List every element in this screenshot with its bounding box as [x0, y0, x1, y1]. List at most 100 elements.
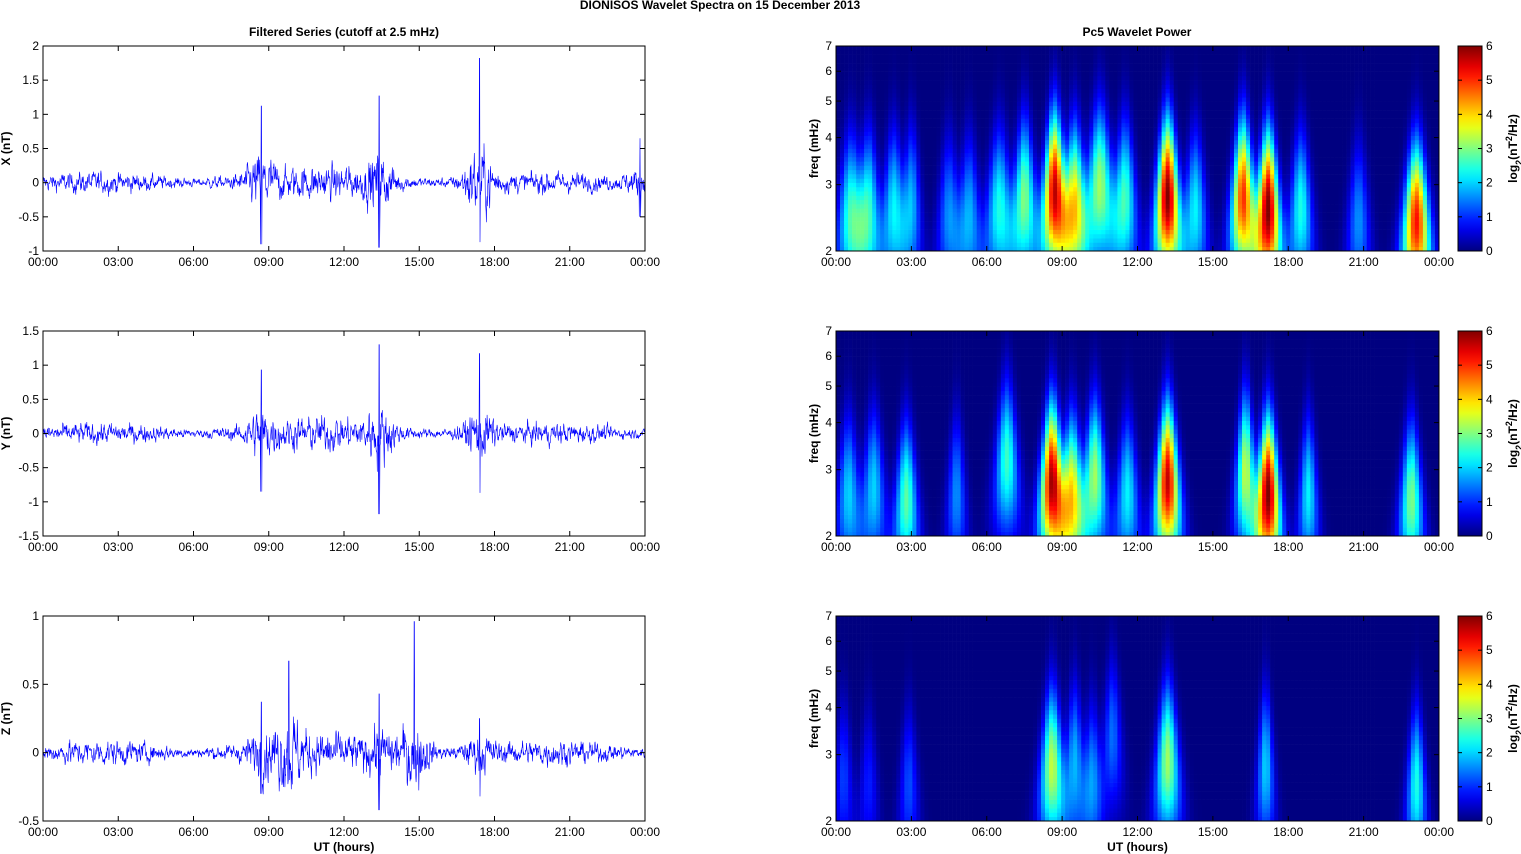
heatmap-cell: [1246, 123, 1250, 128]
heatmap-cell: [1391, 144, 1395, 149]
heatmap-cell: [900, 213, 904, 218]
heatmap-cell: [1089, 191, 1093, 196]
heatmap-cell: [1186, 213, 1190, 218]
heatmap-cell: [1427, 170, 1431, 175]
heatmap-cell: [1379, 123, 1383, 128]
heatmap-cell: [1017, 208, 1021, 213]
heatmap-cell: [1061, 174, 1065, 179]
heatmap-cell: [904, 195, 908, 200]
heatmap-cell: [1162, 238, 1166, 243]
heatmap-cell: [945, 221, 949, 226]
heatmap-cell: [1158, 123, 1162, 128]
heatmap-cell: [1093, 140, 1097, 145]
heatmap-cell: [896, 204, 900, 209]
heatmap-cell: [1121, 174, 1125, 179]
heatmap-cell: [1041, 242, 1045, 247]
heatmap-cell: [1198, 183, 1202, 188]
heatmap-cell: [1105, 225, 1109, 230]
heatmap-cell: [961, 131, 965, 136]
heatmap-cell: [1021, 119, 1025, 124]
heatmap-cell: [1089, 140, 1093, 145]
heatmap-cell: [1198, 136, 1202, 141]
heatmap-cell: [1202, 213, 1206, 218]
heatmap-cell: [993, 183, 997, 188]
heatmap-cell: [1029, 157, 1033, 162]
heatmap-cell: [872, 234, 876, 239]
heatmap-cell: [981, 178, 985, 183]
heatmap-cell: [1138, 225, 1142, 230]
heatmap-cell: [1133, 221, 1137, 226]
heatmap-cell: [961, 187, 965, 192]
heatmap-cell: [989, 114, 993, 119]
heatmap-cell: [1242, 174, 1246, 179]
heatmap-cell: [844, 131, 848, 136]
heatmap-cell: [1105, 157, 1109, 162]
heatmap-cell: [953, 144, 957, 149]
heatmap-cell: [916, 225, 920, 230]
heatmap-cell: [1178, 204, 1182, 209]
heatmap-cell: [1322, 140, 1326, 145]
heatmap-cell: [1150, 183, 1154, 188]
heatmap-cell: [1178, 178, 1182, 183]
heatmap-cell: [1339, 119, 1343, 124]
heatmap-cell: [941, 242, 945, 247]
heatmap-cell: [1049, 136, 1053, 141]
heatmap-cell: [1065, 183, 1069, 188]
heatmap-cell: [1045, 221, 1049, 226]
heatmap-cell: [880, 166, 884, 171]
heatmap-cell: [1041, 234, 1045, 239]
heatmap-cell: [1310, 144, 1314, 149]
heatmap-cell: [840, 191, 844, 196]
heatmap-cell: [1246, 170, 1250, 175]
heatmap-cell: [932, 149, 936, 154]
heatmap-cell: [1001, 225, 1005, 230]
heatmap-cell: [1146, 242, 1150, 247]
heatmap-cell: [1218, 136, 1222, 141]
heatmap-cell: [856, 230, 860, 235]
heatmap-cell: [1383, 123, 1387, 128]
heatmap-cell: [1214, 149, 1218, 154]
heatmap-cell: [1290, 131, 1294, 136]
heatmap-cell: [985, 174, 989, 179]
heatmap-cell: [1093, 238, 1097, 243]
heatmap-cell: [1109, 114, 1113, 119]
heatmap-cell: [1214, 127, 1218, 132]
heatmap-cell: [1274, 161, 1278, 166]
x-tick-label: 21:00: [555, 255, 585, 269]
heatmap-cell: [1101, 140, 1105, 145]
heatmap-cell: [941, 195, 945, 200]
heatmap-cell: [1138, 149, 1142, 154]
heatmap-cell: [1125, 127, 1129, 132]
heatmap-cell: [1387, 140, 1391, 145]
heatmap-cell: [1162, 225, 1166, 230]
heatmap-cell: [888, 140, 892, 145]
heatmap-cell: [1166, 191, 1170, 196]
heatmap-cell: [1355, 191, 1359, 196]
heatmap-cell: [1427, 183, 1431, 188]
heatmap-cell: [1041, 195, 1045, 200]
heatmap-cell: [1399, 166, 1403, 171]
heatmap-cell: [1190, 114, 1194, 119]
heatmap-cell: [896, 157, 900, 162]
heatmap-cell: [1154, 157, 1158, 162]
heatmap-cell: [1387, 131, 1391, 136]
heatmap-cell: [1375, 174, 1379, 179]
heatmap-cell: [1359, 136, 1363, 141]
heatmap-cell: [1218, 144, 1222, 149]
heatmap-cell: [1411, 144, 1415, 149]
heatmap-cell: [997, 153, 1001, 158]
heatmap-cell: [1339, 178, 1343, 183]
heatmap-cell: [969, 110, 973, 115]
heatmap-cell: [1310, 213, 1314, 218]
heatmap-cell: [1206, 131, 1210, 136]
heatmap-cell: [1351, 234, 1355, 239]
heatmap-cell: [924, 114, 928, 119]
heatmap-cell: [1174, 123, 1178, 128]
heatmap-cell: [1270, 191, 1274, 196]
heatmap-cell: [1395, 140, 1399, 145]
heatmap-cell: [900, 234, 904, 239]
heatmap-cell: [1266, 174, 1270, 179]
heatmap-cell: [868, 140, 872, 145]
heatmap-cell: [1395, 166, 1399, 171]
heatmap-cell: [985, 200, 989, 205]
